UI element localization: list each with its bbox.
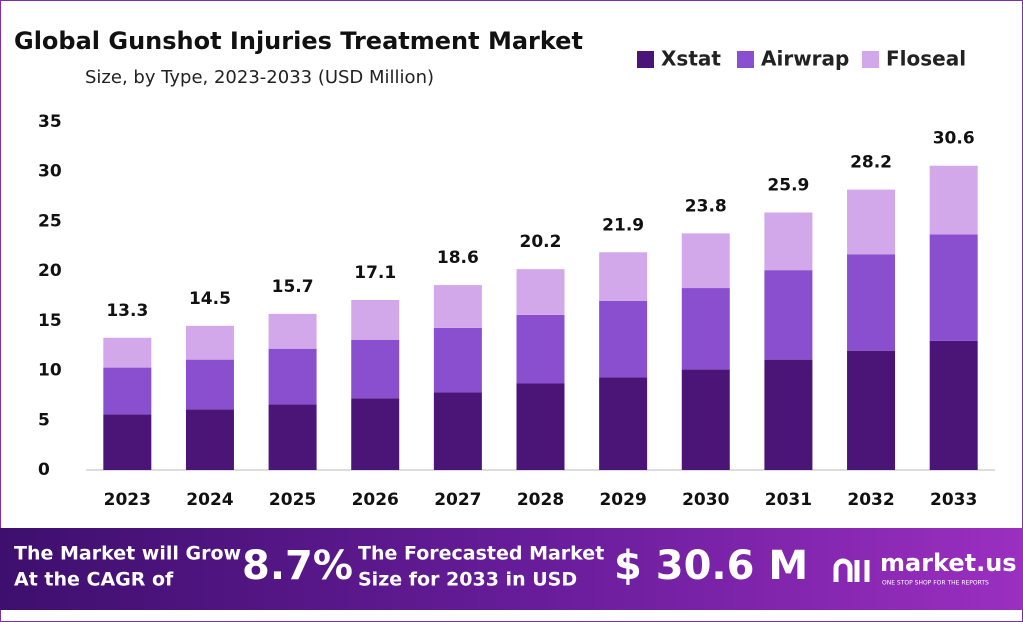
total-label: 25.9	[767, 175, 809, 195]
legend-swatch	[862, 51, 879, 68]
x-tick-label: 2032	[847, 490, 894, 510]
forecast-value: $ 30.6 M	[614, 543, 808, 589]
forecast-text: Size for 2033 in USD	[358, 569, 577, 591]
total-label: 15.7	[272, 277, 314, 297]
total-label: 17.1	[354, 263, 396, 283]
bar-segment	[847, 350, 896, 470]
bar-segment	[103, 414, 152, 470]
x-tick-label: 2026	[352, 490, 399, 510]
x-tick-label: 2030	[682, 490, 729, 510]
total-label: 13.3	[106, 301, 148, 321]
legend-swatch	[637, 51, 654, 68]
bar-segment	[599, 300, 648, 378]
bar-segment	[599, 377, 648, 470]
bar-segment	[433, 327, 482, 393]
cagr-text: The Market will Grow	[14, 543, 241, 565]
chart-title: Global Gunshot Injuries Treatment Market	[14, 27, 583, 55]
y-tick-label: 35	[38, 112, 62, 132]
cagr-text: At the CAGR of	[14, 569, 174, 591]
x-tick-label: 2027	[434, 490, 481, 510]
bar-segment	[516, 314, 565, 384]
bar-segment	[268, 404, 317, 470]
y-tick-label: 20	[38, 261, 62, 281]
bar-segment	[103, 367, 152, 415]
bar-segment	[929, 234, 978, 341]
bar-segment	[847, 254, 896, 351]
bar-segment	[185, 409, 234, 470]
bar-segment	[433, 392, 482, 470]
x-tick-label: 2024	[186, 490, 233, 510]
bar-segment	[681, 233, 730, 289]
total-label: 14.5	[189, 289, 231, 309]
y-tick-label: 0	[38, 460, 50, 480]
x-tick-label: 2023	[104, 490, 151, 510]
total-label: 28.2	[850, 153, 892, 173]
y-tick-label: 15	[38, 311, 62, 331]
cagr-value: 8.7%	[242, 543, 353, 589]
x-tick-label: 2029	[599, 490, 646, 510]
bar-segment	[516, 269, 565, 315]
bar-segment	[351, 339, 400, 399]
y-tick-label: 25	[38, 211, 62, 231]
bar-segment	[929, 165, 978, 235]
brand: market.us	[880, 549, 1017, 577]
total-label: 20.2	[520, 232, 562, 252]
y-tick-label: 30	[38, 162, 62, 182]
total-label: 18.6	[437, 248, 479, 268]
bar-segment	[681, 369, 730, 470]
bar-segment	[847, 189, 896, 255]
total-label: 21.9	[602, 215, 644, 235]
bar-segment	[351, 299, 400, 340]
y-tick-label: 10	[38, 361, 62, 381]
bar-segment	[433, 285, 482, 328]
legend-label: Airwrap	[761, 47, 849, 71]
bar-segment	[764, 359, 813, 470]
legend-swatch	[737, 51, 754, 68]
total-label: 23.8	[685, 196, 727, 216]
bar-segment	[351, 398, 400, 470]
bar-segment	[516, 383, 565, 470]
bar-segment	[185, 325, 234, 360]
x-tick-label: 2031	[765, 490, 812, 510]
bar-segment	[764, 212, 813, 271]
bar-segment	[268, 348, 317, 405]
y-tick-label: 5	[38, 410, 50, 430]
bar-segment	[681, 288, 730, 370]
x-tick-label: 2028	[517, 490, 564, 510]
brand-logo	[833, 558, 870, 582]
bar-segment	[268, 313, 317, 349]
bar-segment	[764, 270, 813, 360]
bar-segment	[103, 337, 152, 368]
legend-label: Xstat	[661, 47, 721, 71]
chart-subtitle: Size, by Type, 2023-2033 (USD Million)	[85, 67, 434, 88]
bar-segment	[599, 252, 648, 301]
x-tick-label: 2025	[269, 490, 316, 510]
tagline: ONE STOP SHOP FOR THE REPORTS	[882, 580, 989, 587]
forecast-text: The Forecasted Market	[358, 543, 604, 565]
bar-segment	[929, 340, 978, 470]
total-label: 30.6	[933, 129, 975, 149]
bar-segment	[185, 359, 234, 410]
footer: The Market will Grow At the CAGR of 8.7%…	[14, 543, 1017, 591]
x-tick-label: 2033	[930, 490, 977, 510]
legend-label: Floseal	[886, 47, 966, 71]
